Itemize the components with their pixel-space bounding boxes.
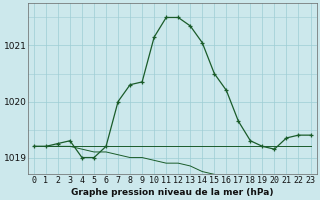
X-axis label: Graphe pression niveau de la mer (hPa): Graphe pression niveau de la mer (hPa) [71,188,274,197]
